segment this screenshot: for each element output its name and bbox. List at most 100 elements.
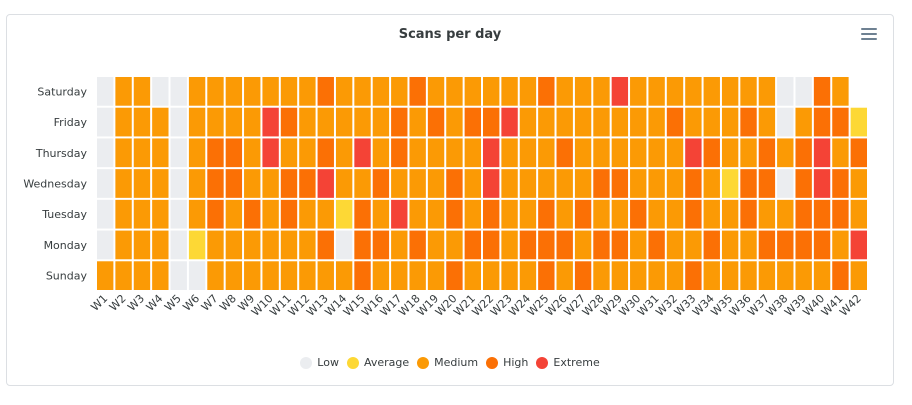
heatmap-cell[interactable] (262, 138, 279, 168)
heatmap-cell[interactable] (574, 77, 592, 106)
heatmap-cell[interactable] (97, 138, 114, 168)
heatmap-cell[interactable] (630, 138, 647, 168)
heatmap-cell[interactable] (630, 169, 647, 198)
heatmap-cell[interactable] (354, 169, 371, 198)
heatmap-cell[interactable] (133, 230, 151, 260)
heatmap-cell[interactable] (188, 107, 206, 137)
heatmap-cell[interactable] (317, 261, 334, 290)
heatmap-cell[interactable] (593, 169, 610, 198)
heatmap-cell[interactable] (813, 77, 831, 106)
heatmap-cell[interactable] (611, 230, 629, 260)
heatmap-cell[interactable] (519, 138, 537, 168)
heatmap-cell[interactable] (501, 199, 518, 229)
heatmap-cell[interactable] (740, 169, 757, 198)
heatmap-cell[interactable] (372, 77, 390, 106)
heatmap-cell[interactable] (335, 169, 353, 198)
heatmap-cell[interactable] (593, 230, 610, 260)
heatmap-cell[interactable] (501, 230, 518, 260)
heatmap-cell[interactable] (335, 199, 353, 229)
heatmap-cell[interactable] (538, 169, 555, 198)
heatmap-cell[interactable] (795, 230, 812, 260)
heatmap-cell[interactable] (335, 77, 353, 106)
heatmap-cell[interactable] (648, 169, 665, 198)
heatmap-cell[interactable] (611, 199, 629, 229)
heatmap-cell[interactable] (115, 230, 132, 260)
heatmap-cell[interactable] (648, 77, 665, 106)
heatmap-cell[interactable] (703, 199, 720, 229)
heatmap-cell[interactable] (427, 261, 445, 290)
heatmap-cell[interactable] (372, 261, 390, 290)
legend-item[interactable]: Low (300, 356, 339, 369)
heatmap-cell[interactable] (133, 169, 151, 198)
heatmap-cell[interactable] (188, 138, 206, 168)
heatmap-cell[interactable] (666, 169, 684, 198)
heatmap-cell[interactable] (97, 77, 114, 106)
heatmap-cell[interactable] (244, 169, 261, 198)
heatmap-cell[interactable] (777, 138, 794, 168)
heatmap-cell[interactable] (538, 261, 555, 290)
heatmap-cell[interactable] (758, 77, 776, 106)
heatmap-cell[interactable] (593, 138, 610, 168)
heatmap-cell[interactable] (464, 107, 481, 137)
heatmap-cell[interactable] (501, 261, 518, 290)
heatmap-cell[interactable] (244, 77, 261, 106)
heatmap-cell[interactable] (170, 138, 187, 168)
heatmap-cell[interactable] (611, 261, 629, 290)
heatmap-cell[interactable] (740, 138, 757, 168)
heatmap-cell[interactable] (299, 199, 316, 229)
heatmap-cell[interactable] (832, 230, 849, 260)
heatmap-cell[interactable] (152, 261, 169, 290)
heatmap-cell[interactable] (446, 107, 463, 137)
heatmap-cell[interactable] (446, 169, 463, 198)
heatmap-cell[interactable] (832, 138, 849, 168)
heatmap-cell[interactable] (262, 230, 279, 260)
heatmap-cell[interactable] (115, 107, 132, 137)
heatmap-cell[interactable] (354, 261, 371, 290)
heatmap-cell[interactable] (556, 138, 573, 168)
heatmap-cell[interactable] (115, 77, 132, 106)
heatmap-cell[interactable] (758, 169, 776, 198)
heatmap-cell[interactable] (409, 77, 426, 106)
heatmap-cell[interactable] (685, 77, 702, 106)
heatmap-cell[interactable] (152, 169, 169, 198)
heatmap-cell[interactable] (777, 230, 794, 260)
heatmap-cell[interactable] (446, 138, 463, 168)
heatmap-cell[interactable] (280, 107, 298, 137)
heatmap-cell[interactable] (299, 107, 316, 137)
heatmap-cell[interactable] (317, 199, 334, 229)
heatmap-cell[interactable] (483, 230, 500, 260)
heatmap-cell[interactable] (97, 230, 114, 260)
heatmap-cell[interactable] (758, 261, 776, 290)
heatmap-cell[interactable] (703, 77, 720, 106)
heatmap-cell[interactable] (317, 107, 334, 137)
heatmap-cell[interactable] (850, 230, 867, 260)
heatmap-cell[interactable] (556, 77, 573, 106)
heatmap-cell[interactable] (685, 199, 702, 229)
heatmap-cell[interactable] (207, 138, 224, 168)
heatmap-cell[interactable] (666, 230, 684, 260)
heatmap-cell[interactable] (574, 261, 592, 290)
heatmap-cell[interactable] (703, 138, 720, 168)
heatmap-cell[interactable] (538, 230, 555, 260)
heatmap-cell[interactable] (685, 169, 702, 198)
heatmap-cell[interactable] (850, 138, 867, 168)
heatmap-cell[interactable] (501, 169, 518, 198)
heatmap-cell[interactable] (685, 261, 702, 290)
heatmap-cell[interactable] (813, 169, 831, 198)
heatmap-cell[interactable] (170, 169, 187, 198)
heatmap-cell[interactable] (391, 77, 408, 106)
heatmap-cell[interactable] (427, 199, 445, 229)
heatmap-cell[interactable] (850, 261, 867, 290)
heatmap-cell[interactable] (299, 77, 316, 106)
heatmap-cell[interactable] (556, 230, 573, 260)
heatmap-cell[interactable] (721, 107, 739, 137)
heatmap-cell[interactable] (721, 261, 739, 290)
heatmap-cell[interactable] (372, 107, 390, 137)
heatmap-cell[interactable] (207, 261, 224, 290)
heatmap-cell[interactable] (225, 138, 243, 168)
heatmap-cell[interactable] (611, 77, 629, 106)
heatmap-cell[interactable] (262, 107, 279, 137)
heatmap-cell[interactable] (115, 169, 132, 198)
heatmap-cell[interactable] (740, 261, 757, 290)
heatmap-cell[interactable] (538, 199, 555, 229)
